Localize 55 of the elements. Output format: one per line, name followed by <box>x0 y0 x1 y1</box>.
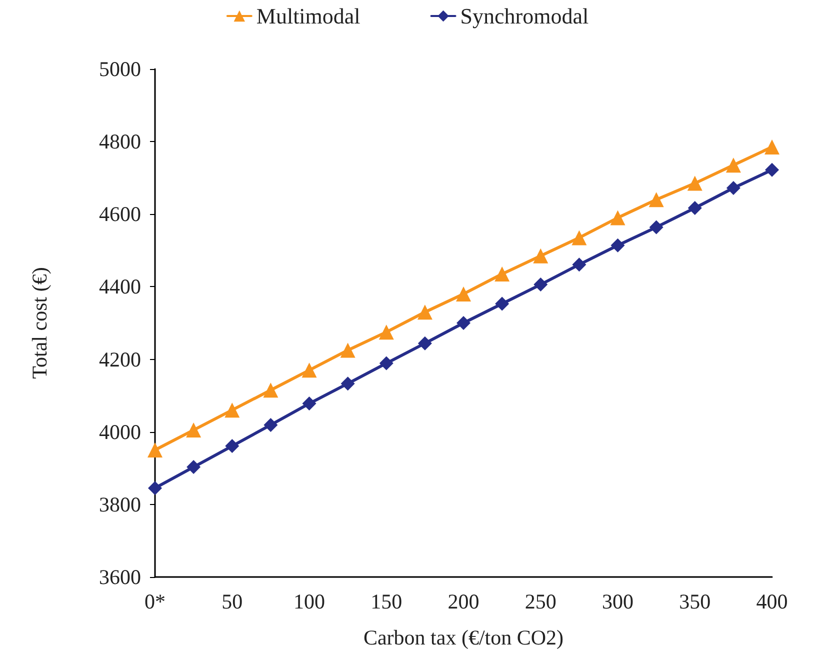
point <box>495 296 510 311</box>
point <box>340 376 355 391</box>
x-axis-title: Carbon tax (€/ton CO2) <box>363 626 564 650</box>
point <box>302 362 317 378</box>
x-tick-label: 0* <box>144 590 166 614</box>
point <box>186 422 202 438</box>
point <box>340 342 356 358</box>
point <box>379 356 394 370</box>
y-tick-label: 3600 <box>99 565 141 589</box>
y-tick-label: 3800 <box>99 492 141 516</box>
y-tick-label: 4000 <box>99 420 141 444</box>
y-tick-label: 4600 <box>99 202 141 226</box>
legend-label: Synchromodal <box>460 4 589 28</box>
x-tick-label: 100 <box>294 590 325 614</box>
point <box>456 286 471 302</box>
y-tick-label: 4400 <box>99 274 141 299</box>
point <box>264 418 278 432</box>
point <box>302 396 316 411</box>
y-tick-label: 4200 <box>99 347 141 372</box>
point <box>649 220 664 234</box>
point <box>148 442 162 458</box>
y-tick-label: 5000 <box>99 57 141 81</box>
point <box>263 382 278 398</box>
point <box>765 162 779 177</box>
point <box>224 402 240 418</box>
point <box>648 192 664 208</box>
point <box>456 316 470 330</box>
point <box>494 266 510 282</box>
x-tick-label: 350 <box>679 590 711 614</box>
point <box>726 158 741 173</box>
point <box>610 210 626 226</box>
point <box>148 481 162 496</box>
point <box>688 200 702 215</box>
point <box>378 324 394 340</box>
x-tick-label: 150 <box>370 590 402 614</box>
y-tick-label: 4800 <box>99 130 141 154</box>
point <box>764 140 780 155</box>
legend-label: Multimodal <box>256 4 360 28</box>
point <box>726 181 740 196</box>
point <box>225 439 240 454</box>
x-tick-label: 300 <box>602 590 634 614</box>
y-axis-title: Total cost (€) <box>28 267 52 379</box>
x-tick-label: 200 <box>448 590 480 614</box>
x-tick-label: 250 <box>524 590 556 614</box>
point <box>533 248 548 264</box>
point <box>572 230 587 246</box>
point <box>186 460 201 474</box>
point <box>572 258 586 272</box>
point <box>534 278 548 292</box>
point <box>610 238 625 252</box>
point <box>417 304 432 320</box>
x-tick-label: 50 <box>222 590 243 614</box>
point <box>687 176 702 191</box>
x-tick-label: 400 <box>756 590 788 614</box>
point <box>418 336 432 350</box>
